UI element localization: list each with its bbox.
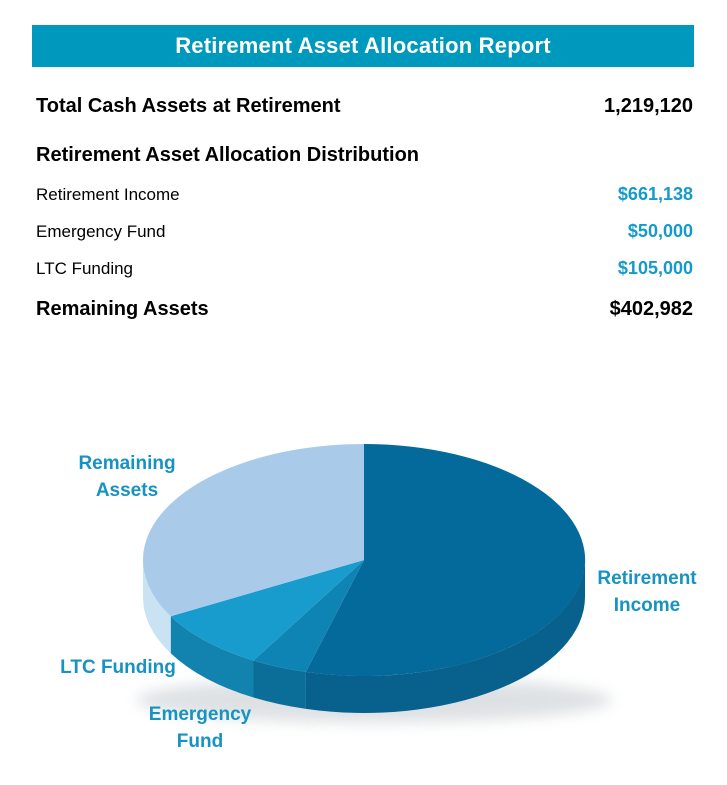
allocation-value: $661,138 [617,184,693,204]
allocation-row-ltc-funding: LTC Funding $105,000 [36,258,693,279]
remaining-assets-row: Remaining Assets $402,982 [36,298,693,321]
allocation-value: $105,000 [617,258,693,278]
allocation-row-retirement-income: Retirement Income $661,138 [36,184,693,205]
pie-slice-retirement-income [305,443,586,676]
total-cash-row: Total Cash Assets at Retirement 1,219,12… [36,95,693,118]
pie-label-retirement-income: Retirement Income [597,568,697,616]
pie-label-emergency-fund: Emergency Fund [148,704,252,752]
remaining-assets-label: Remaining Assets [36,298,209,320]
allocation-row-emergency-fund: Emergency Fund $50,000 [36,221,693,242]
pie-slice-emergency-fund [253,560,364,672]
section-heading-row: Retirement Asset Allocation Distribution [36,144,693,167]
section-heading: Retirement Asset Allocation Distribution [36,144,420,166]
allocation-label: LTC Funding [36,259,134,278]
report-header-bar: Retirement Asset Allocation Report [32,25,694,67]
total-cash-label: Total Cash Assets at Retirement [36,95,341,117]
pie-label-remaining-assets: Remaining Assets [78,453,176,501]
total-cash-value: 1,219,120 [604,95,693,117]
allocation-label: Emergency Fund [36,222,166,241]
report-title: Retirement Asset Allocation Report [175,33,551,58]
pie-slice-ltc-funding [170,560,364,661]
remaining-assets-value: $402,982 [609,298,693,320]
allocation-value: $50,000 [627,221,693,241]
pie-rim-remaining-assets [143,560,171,654]
allocation-label: Retirement Income [36,185,180,204]
pie-rim-retirement-income [305,560,585,713]
pie-label-ltc-funding: LTC Funding [60,657,176,678]
